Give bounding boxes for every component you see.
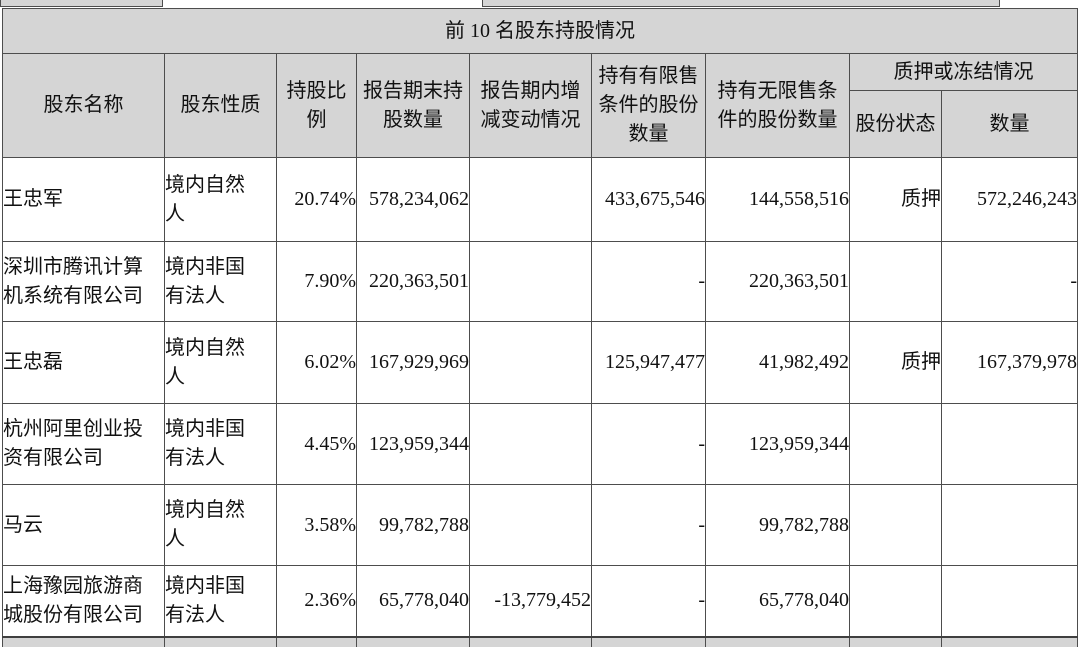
cell-shareholder-name: 上海豫园旅游商 城股份有限公司 <box>2 565 165 637</box>
sliver-cell <box>0 0 163 7</box>
cell-shareholder-name: 马云 <box>2 484 165 566</box>
cell-unrestricted: 220,363,501 <box>705 241 850 322</box>
cell-shareholder-nature: 境内非国 有法人 <box>164 241 277 322</box>
cell-pledge-status <box>849 241 942 322</box>
cell-pledge-status <box>849 484 942 566</box>
cell-restricted: - <box>591 565 706 637</box>
cell-change <box>469 484 592 566</box>
cell-unrestricted: 144,558,516 <box>705 157 850 242</box>
col-header-shareholder-nature: 股东性质 <box>164 53 277 158</box>
cell-pledge-status: 质押 <box>849 157 942 242</box>
cell-shares-end: 65,778,040 <box>356 565 470 637</box>
cell-shareholder-nature: 境内自然 人 <box>164 157 277 242</box>
cell-pledge-amount: 572,246,243 <box>940 157 1079 242</box>
cell-ratio: 6.02% <box>276 321 357 404</box>
cell-shares-end: 220,363,501 <box>356 241 470 322</box>
cell-pledge-status <box>849 565 942 637</box>
cell-shareholder-nature: 境内自然 人 <box>164 484 277 566</box>
cell-ratio: 4.45% <box>276 403 357 485</box>
cell-restricted: - <box>591 484 706 566</box>
cell-unrestricted: 41,982,492 <box>705 321 850 404</box>
cell-pledge-amount <box>940 565 1079 637</box>
cell-pledge-amount: - <box>940 241 1079 322</box>
cell-shares-end: 167,929,969 <box>356 321 470 404</box>
sliver-gap <box>163 0 482 7</box>
cell-change: -13,779,452 <box>469 565 592 637</box>
col-header-share-status: 股份状态 <box>849 90 942 158</box>
cell-shares-end: 123,959,344 <box>356 403 470 485</box>
next-table-row-sliver <box>2 635 1079 647</box>
cell-ratio: 7.90% <box>276 241 357 322</box>
col-header-shareholding-ratio: 持股比 例 <box>276 53 357 158</box>
previous-table-row-sliver <box>0 0 1080 8</box>
cell-shares-end: 578,234,062 <box>356 157 470 242</box>
cell-change <box>469 403 592 485</box>
cell-change <box>469 241 592 322</box>
cell-shareholder-nature: 境内非国 有法人 <box>164 565 277 637</box>
cell-ratio: 3.58% <box>276 484 357 566</box>
cell-unrestricted: 123,959,344 <box>705 403 850 485</box>
cell-shareholder-name: 王忠军 <box>2 157 165 242</box>
cell-pledge-amount <box>940 403 1079 485</box>
table-row: 马云 境内自然 人 3.58% 99,782,788 - 99,782,788 <box>2 484 1079 566</box>
shareholders-table: 前 10 名股东持股情况 股东名称 股东性质 持股比 例 报告期末持 股数量 报… <box>1 8 1079 647</box>
table-row: 王忠磊 境内自然 人 6.02% 167,929,969 125,947,477… <box>2 321 1079 404</box>
sliver-cell <box>482 0 1000 7</box>
table-row: 深圳市腾讯计算 机系统有限公司 境内非国 有法人 7.90% 220,363,5… <box>2 241 1079 322</box>
page-title: 前 10 名股东持股情况 <box>1 8 1079 54</box>
table-row: 上海豫园旅游商 城股份有限公司 境内非国 有法人 2.36% 65,778,04… <box>2 565 1079 637</box>
sliver-gap <box>1000 0 1080 7</box>
cell-pledge-amount: 167,379,978 <box>940 321 1079 404</box>
cell-shareholder-nature: 境内自然 人 <box>164 321 277 404</box>
cell-pledge-amount <box>940 484 1079 566</box>
cell-shareholder-nature: 境内非国 有法人 <box>164 403 277 485</box>
table-row: 王忠军 境内自然 人 20.74% 578,234,062 433,675,54… <box>2 157 1079 242</box>
cell-change <box>469 157 592 242</box>
col-header-unrestricted-shares: 持有无限售条 件的股份数量 <box>705 53 850 158</box>
cell-ratio: 2.36% <box>276 565 357 637</box>
col-header-restricted-shares: 持有有限售 条件的股份 数量 <box>591 53 706 158</box>
table-row: 杭州阿里创业投 资有限公司 境内非国 有法人 4.45% 123,959,344… <box>2 403 1079 485</box>
cell-pledge-status: 质押 <box>849 321 942 404</box>
cell-shareholder-name: 杭州阿里创业投 资有限公司 <box>2 403 165 485</box>
col-header-change-in-period: 报告期内增 减变动情况 <box>469 53 592 158</box>
cell-pledge-status <box>849 403 942 485</box>
cell-unrestricted: 99,782,788 <box>705 484 850 566</box>
col-header-pledge-amount: 数量 <box>940 90 1079 158</box>
col-header-pledge-or-freeze-group: 质押或冻结情况 <box>848 53 1079 91</box>
cell-shares-end: 99,782,788 <box>356 484 470 566</box>
cell-restricted: 125,947,477 <box>591 321 706 404</box>
cell-change <box>469 321 592 404</box>
cell-shareholder-name: 王忠磊 <box>2 321 165 404</box>
col-header-shares-at-period-end: 报告期末持 股数量 <box>356 53 470 158</box>
cell-restricted: - <box>591 241 706 322</box>
cell-shareholder-name: 深圳市腾讯计算 机系统有限公司 <box>2 241 165 322</box>
cell-ratio: 20.74% <box>276 157 357 242</box>
col-header-shareholder-name: 股东名称 <box>2 53 165 158</box>
cell-restricted: - <box>591 403 706 485</box>
cell-restricted: 433,675,546 <box>591 157 706 242</box>
cell-unrestricted: 65,778,040 <box>705 565 850 637</box>
